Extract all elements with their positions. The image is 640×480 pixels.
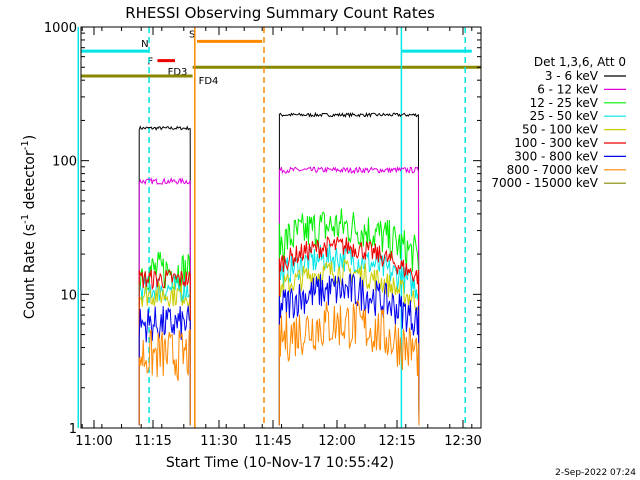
y-axis-label-end: ) [22, 135, 38, 140]
series-trace [138, 125, 191, 426]
legend-label: 800 - 7000 keV [507, 163, 599, 177]
series-trace [138, 176, 191, 426]
flag-label-n: N [141, 39, 148, 50]
y-axis-label-superscript-1: -1 [20, 214, 31, 224]
series-trace [138, 282, 191, 426]
x-tick-label: 12:00 [318, 434, 355, 449]
x-tick-label: 12:15 [378, 434, 415, 449]
timestamp: 2-Sep-2022 07:24 [555, 468, 636, 478]
legend-label: 3 - 6 keV [545, 69, 599, 83]
plot-frame [80, 26, 482, 429]
x-tick-label: 11:15 [134, 434, 171, 449]
legend-label: 7000 - 15000 keV [491, 176, 598, 190]
y-tick-label: 10 [60, 288, 77, 303]
chart-title: RHESSI Observing Summary Count Rates [125, 4, 435, 22]
legend-label: 25 - 50 keV [530, 109, 599, 123]
x-tick-label: 12:30 [444, 434, 481, 449]
x-tick-label: 11:00 [75, 434, 112, 449]
flag-label-f: F [147, 57, 153, 68]
y-axis-label-main: Count Rate (s [22, 224, 38, 319]
x-axis-label: Start Time (10-Nov-17 10:55:42) [166, 455, 394, 471]
series-trace [278, 208, 420, 426]
y-axis-label: Count Rate (s-1 detector-1) [20, 135, 38, 319]
series-trace [138, 305, 191, 426]
legend-label: 50 - 100 keV [522, 123, 599, 137]
y-axis-label-superscript-2: -1 [20, 140, 31, 150]
y-tick-label: 1000 [44, 21, 77, 36]
legend-label: 100 - 300 keV [514, 136, 598, 150]
flag-label-fd4: FD4 [199, 76, 219, 87]
series-trace [138, 269, 191, 426]
series-trace [278, 111, 420, 426]
series-trace [278, 166, 420, 426]
x-tick-label: 11:45 [254, 434, 291, 449]
y-tick-label: 100 [52, 155, 77, 170]
flag-label-s: S [189, 29, 195, 40]
legend-label: 300 - 800 keV [514, 149, 598, 163]
series-trace [278, 235, 420, 426]
series-trace [278, 243, 420, 426]
series-trace [138, 329, 191, 426]
legend-label: 12 - 25 keV [530, 96, 599, 110]
legend-header: Det 1,3,6, Att 0 [534, 55, 626, 69]
legend-label: 6 - 12 keV [537, 82, 599, 96]
series-layer [138, 111, 420, 426]
y-axis-label-mid: detector [22, 150, 38, 214]
series-trace [278, 273, 420, 426]
axes-layer: 11:00 11:15 11:30 11:45 12:00 12:15 12:30 1 10 10… [44, 21, 482, 449]
x-tick-label: 11:30 [200, 434, 237, 449]
flag-layer: NF S FD3 FD4 [81, 29, 481, 87]
series-trace [278, 257, 420, 426]
flag-label-fd3: FD3 [168, 67, 188, 78]
series-trace [278, 300, 420, 426]
y-tick-label: 1 [69, 422, 77, 437]
